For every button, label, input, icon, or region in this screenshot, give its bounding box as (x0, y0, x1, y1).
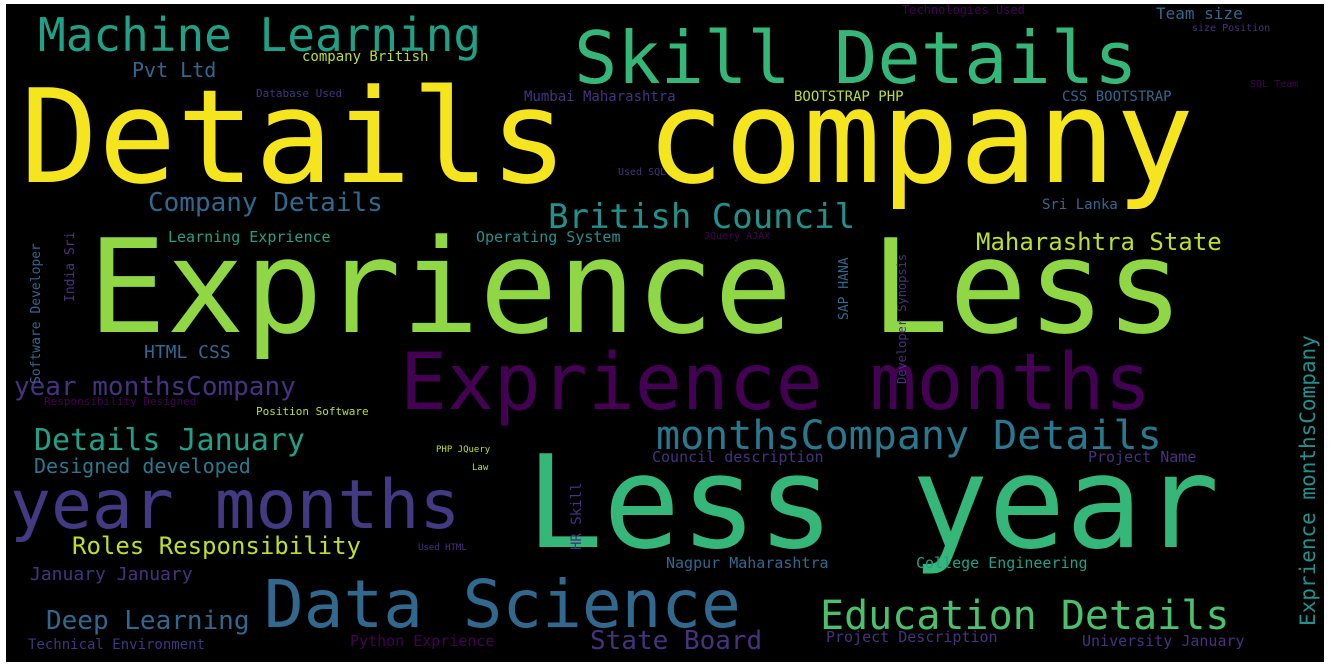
word-sri-lanka: Sri Lanka (1042, 197, 1118, 213)
word-php-jquery: PHP JQuery (436, 445, 491, 455)
word-exprience-months: Exprience months (400, 338, 1152, 428)
word-company-british: company British (302, 49, 429, 65)
word-bootstrap-php: BOOTSTRAP PHP (794, 89, 904, 105)
word-developer-synopsis: Developer Synopsis (895, 253, 909, 384)
word-details-company: Details company (20, 61, 1194, 213)
word-position-software: Position Software (256, 405, 369, 418)
word-responsibility-designed: Responsibility Designed (44, 395, 197, 408)
word-british-council: British Council (548, 197, 856, 237)
word-operating-system: Operating System (476, 228, 621, 246)
word-deep-learning: Deep Learning (46, 606, 250, 636)
word-pvt-ltd: Pvt Ltd (132, 58, 217, 82)
word-hr-skill: HR Skill (569, 482, 585, 550)
word-learning-exprience: Learning Exprience (168, 228, 331, 246)
word-size-position: size Position (1192, 23, 1271, 34)
word-maharashtra-state: Maharashtra State (976, 228, 1222, 256)
word-year-monthscompany: year monthsCompany (14, 372, 296, 402)
word-india-sri: India Sri (63, 231, 78, 302)
word-mumbai-maharashtra: Mumbai Maharashtra (524, 89, 676, 105)
word-machine-learning: Machine Learning (38, 8, 482, 62)
word-company-details: Company Details (148, 188, 383, 218)
word-college-engineering: College Engineering (916, 554, 1088, 572)
word-cloud: Details company Exprience Less Less year… (6, 4, 1324, 662)
word-sql-team: SQL Team (1250, 79, 1299, 90)
word-css-bootstrap: CSS BOOTSTRAP (1062, 89, 1172, 105)
word-data-science: Data Science (264, 566, 741, 643)
word-university-january: University January (1082, 632, 1245, 650)
word-technical-environment: Technical Environment (28, 637, 206, 653)
word-technologies-used: Technologies Used (902, 4, 1025, 17)
word-designed-developed: Designed developed (34, 454, 251, 478)
word-used-html: Used HTML (418, 543, 467, 553)
word-database-used: Database Used (256, 87, 343, 100)
word-exprience-monthscompany: Exprience monthsCompany (1296, 335, 1320, 626)
word-nagpur-maharashtra: Nagpur Maharashtra (666, 554, 829, 572)
word-project-description: Project Description (826, 628, 998, 646)
word-state-board: State Board (590, 626, 763, 656)
word-details-january: Details January (34, 423, 305, 458)
word-january-january: January January (30, 564, 193, 585)
word-project-name: Project Name (1088, 448, 1197, 466)
word-roles-responsibility: Roles Responsibility (72, 532, 361, 560)
word-jquery-ajax: JQuery AJAX (704, 231, 771, 242)
word-less-year: Less year (526, 429, 1220, 578)
word-law: Law (472, 463, 489, 473)
word-year-months: year months (10, 466, 461, 545)
word-exprience-less: Exprience Less (88, 211, 1184, 363)
word-software-developer: Software Developer (29, 243, 44, 384)
word-python-exprience: Python Exprience (350, 632, 495, 650)
word-html-css: HTML CSS (144, 342, 231, 363)
word-education-details: Education Details (820, 593, 1230, 639)
word-council-description: Council description (652, 448, 824, 466)
word-used-sql: Used SQL (618, 167, 667, 178)
word-sap-hana: SAP HANA (837, 257, 852, 320)
word-skill-details: Skill Details (574, 16, 1138, 100)
word-monthscompany-details: monthsCompany Details (656, 413, 1162, 459)
word-team-size: Team size (1156, 4, 1243, 23)
